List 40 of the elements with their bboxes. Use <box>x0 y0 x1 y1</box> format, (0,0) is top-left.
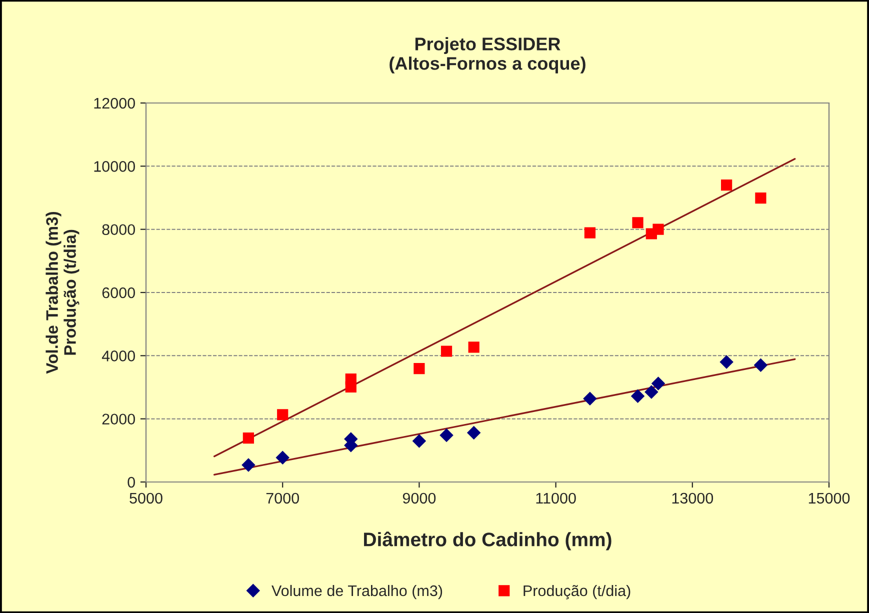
y-tick-label: 10000 <box>94 161 135 172</box>
legend-label: Produção (t/dia) <box>524 584 630 600</box>
x-tick-label: 7000 <box>266 492 299 504</box>
x-tick-label: 5000 <box>130 492 162 504</box>
x-tick-label: 11000 <box>536 492 576 504</box>
x-tick-label: 9000 <box>402 492 436 504</box>
y-axis-title: Vol.de Trabalho (m3) Produção (t/dia) <box>46 212 80 374</box>
point <box>440 428 454 442</box>
y-tick-label: 0 <box>128 476 135 488</box>
y-tick-label: 4000 <box>102 350 135 362</box>
point <box>242 458 256 472</box>
point <box>584 227 596 238</box>
point <box>467 426 480 440</box>
point <box>440 346 452 357</box>
y-tick-label: 2000 <box>102 414 135 425</box>
point <box>412 434 426 448</box>
point <box>652 224 664 235</box>
point <box>277 409 288 420</box>
point <box>755 192 766 204</box>
point <box>468 342 480 353</box>
chart-title: Projeto ESSIDER (Altos-Fornos a coque) <box>390 37 586 74</box>
y-tick-label: 6000 <box>102 287 135 298</box>
point <box>652 376 665 390</box>
x-tick-label: 15000 <box>808 492 850 504</box>
x-tick-label: 13000 <box>672 492 714 504</box>
point <box>242 432 254 444</box>
x-axis-title: Diâmetro do Cadinho (mm) <box>364 532 612 550</box>
point <box>644 385 658 399</box>
point <box>720 355 734 369</box>
point <box>754 358 768 372</box>
legend-label: Volume de Trabalho (m3) <box>272 584 442 600</box>
point <box>632 217 644 228</box>
point <box>276 451 290 464</box>
point <box>583 392 597 406</box>
point <box>345 381 356 392</box>
y-tick-label: 12000 <box>94 98 135 109</box>
y-tick-label: 8000 <box>102 224 135 236</box>
point <box>414 363 425 374</box>
point <box>720 180 732 191</box>
point <box>631 390 644 403</box>
